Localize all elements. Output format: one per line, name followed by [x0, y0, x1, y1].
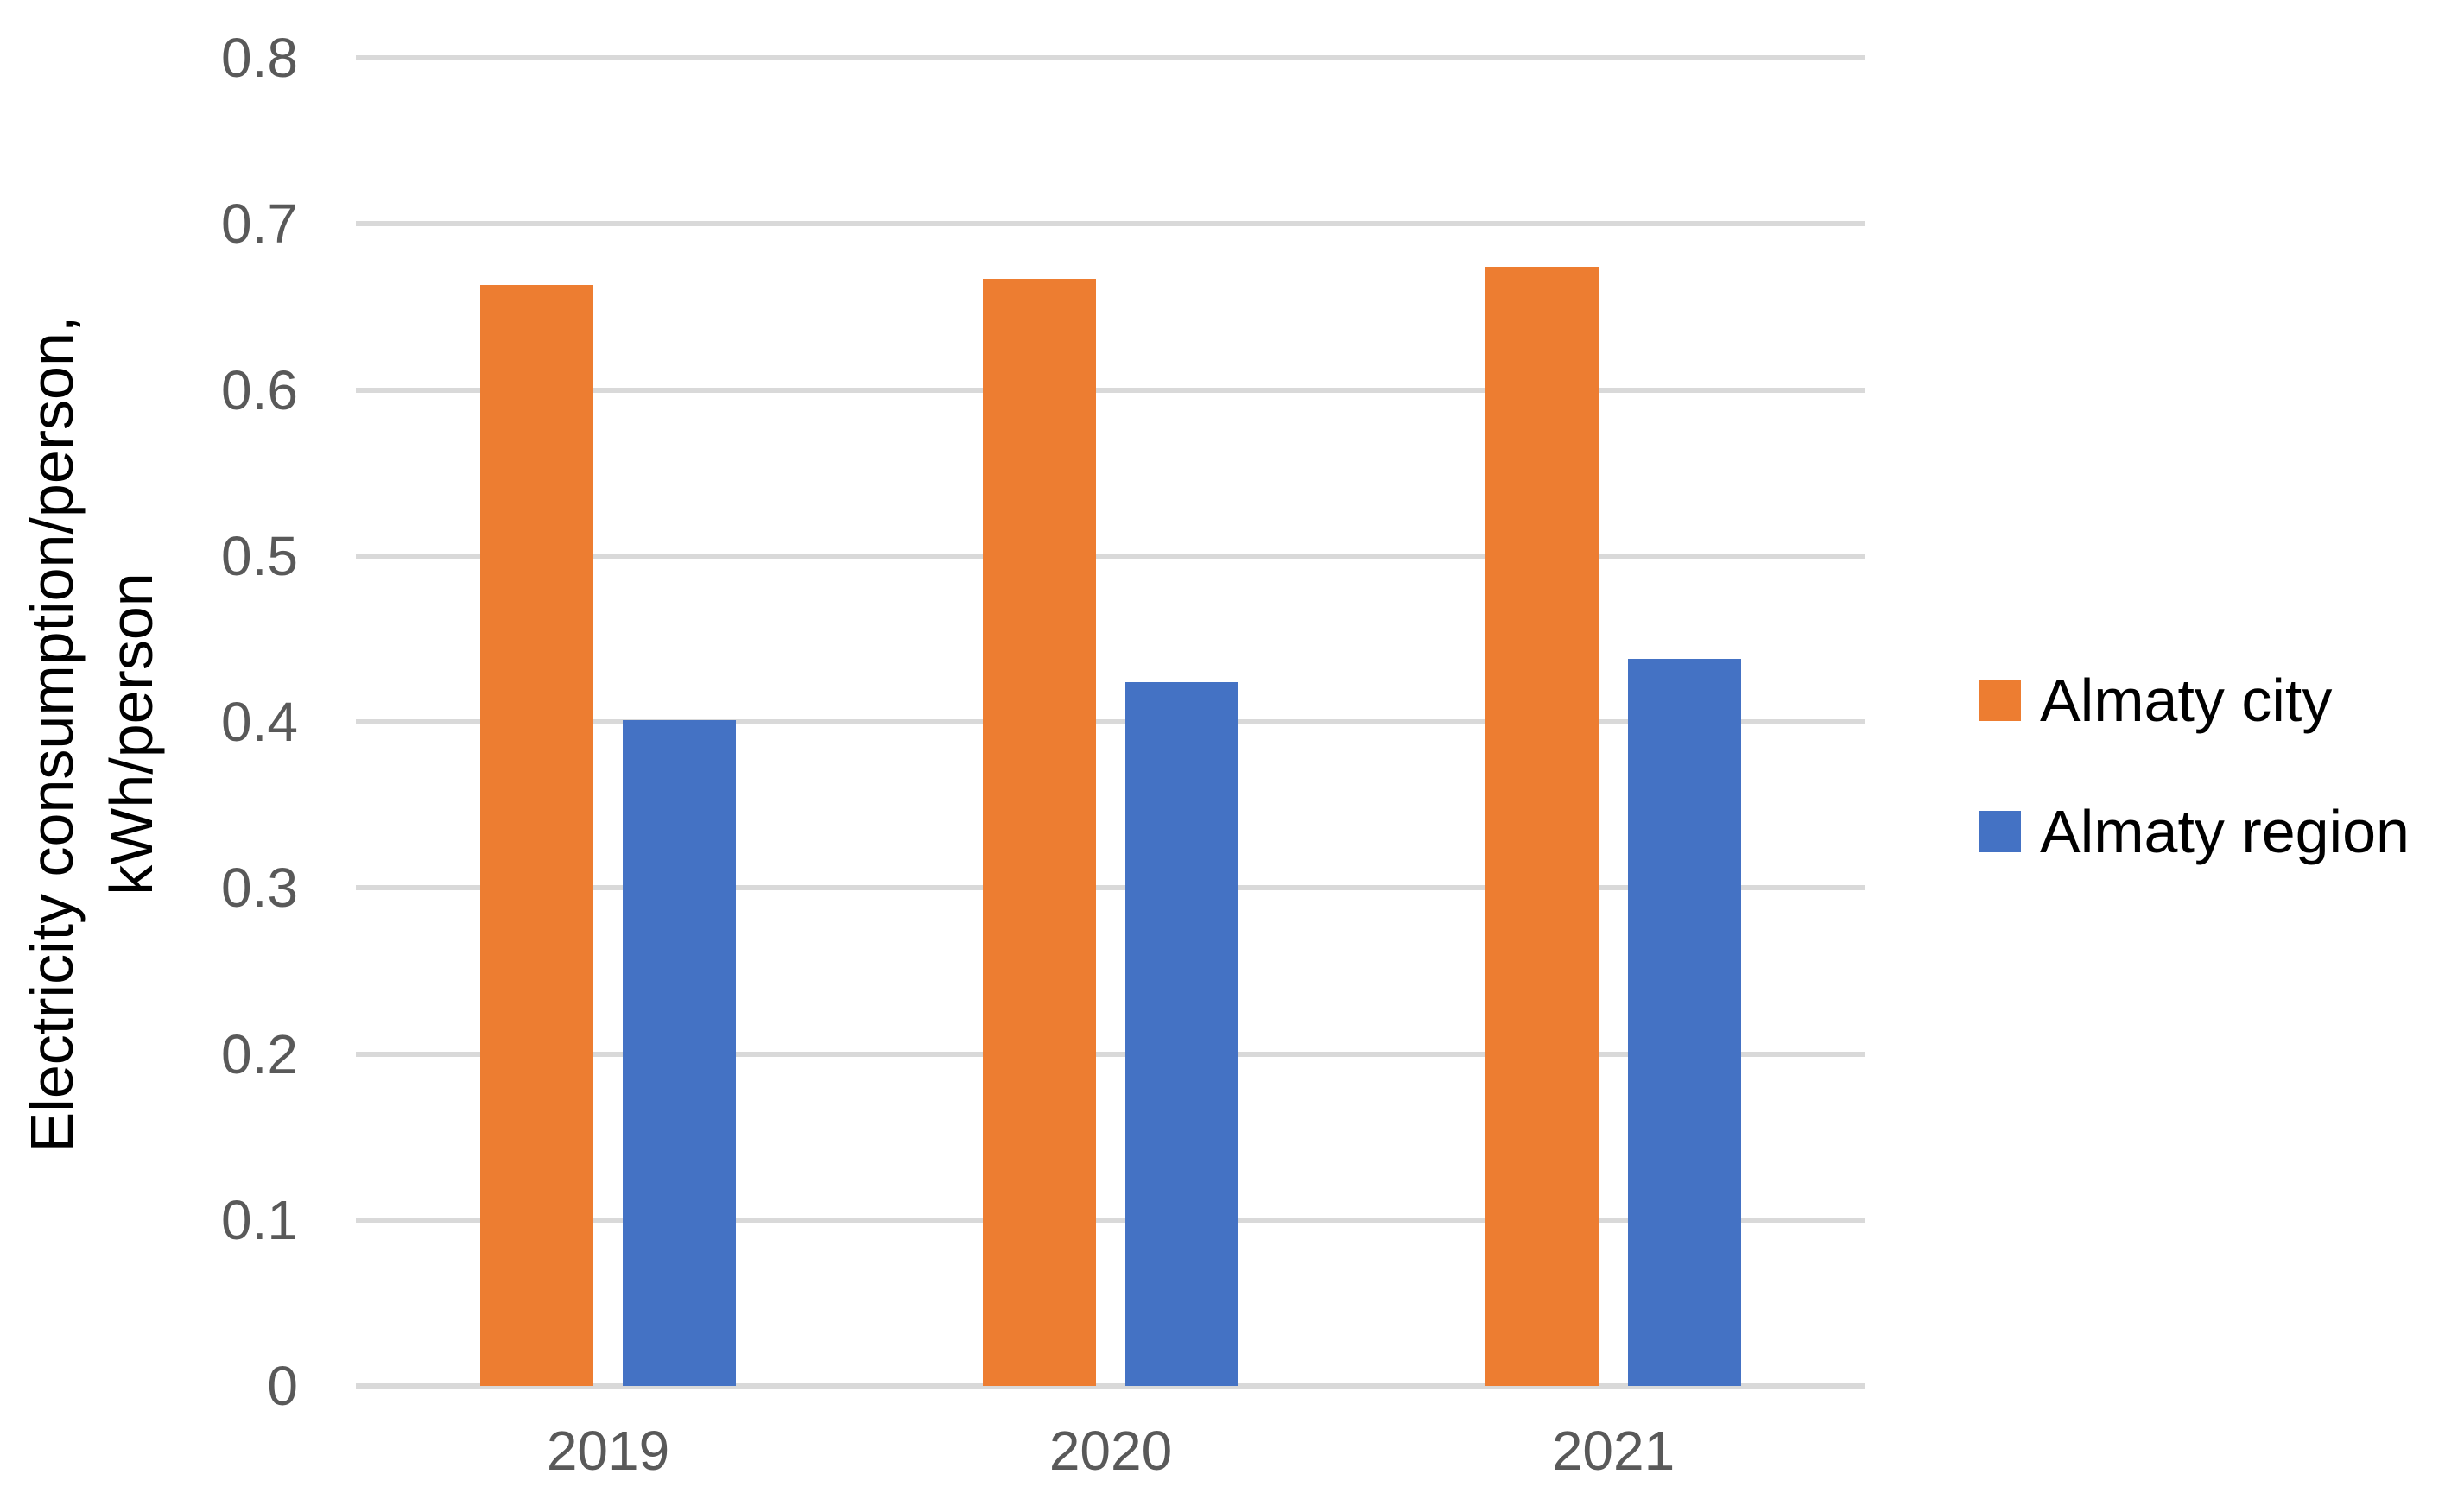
y-axis-title-line1: Electricity consumption/person, [18, 315, 86, 1153]
bar-almaty-city-2019 [480, 285, 593, 1386]
legend-swatch-almaty-city [1979, 680, 2021, 721]
y-tick-label-0.1: 0.1 [221, 1188, 298, 1251]
y-tick-label-0.8: 0.8 [221, 27, 298, 89]
y-tick-label-0.5: 0.5 [221, 524, 298, 587]
gridline [356, 1217, 1865, 1223]
y-tick-label-0: 0 [267, 1355, 298, 1417]
bar-almaty-city-2021 [1485, 267, 1599, 1386]
legend-item-almaty-region: Almaty region [1979, 799, 2410, 864]
y-tick-label-0.6: 0.6 [221, 358, 298, 421]
y-tick-label-0.3: 0.3 [221, 857, 298, 920]
gridline [356, 885, 1865, 891]
legend-label-almaty-region: Almaty region [2040, 798, 2410, 865]
y-tick-label-0.4: 0.4 [221, 691, 298, 753]
gridline [356, 387, 1865, 393]
x-tick-label-2021: 2021 [1551, 1420, 1675, 1482]
plot-area [356, 55, 1865, 1389]
gridline [356, 719, 1865, 724]
gridline [356, 221, 1865, 227]
gridline [356, 1383, 1865, 1389]
gridline [356, 553, 1865, 559]
x-tick-label-2020: 2020 [1048, 1420, 1173, 1482]
gridline [356, 1051, 1865, 1057]
y-tick-label-0.7: 0.7 [221, 193, 298, 256]
legend: Almaty city Almaty region [1979, 667, 2410, 864]
y-tick-label-0.2: 0.2 [221, 1022, 298, 1085]
bar-almaty-city-2020 [983, 278, 1096, 1386]
bar-almaty-region-2019 [623, 720, 736, 1386]
legend-label-almaty-city: Almaty city [2040, 667, 2333, 734]
legend-item-almaty-city: Almaty city [1979, 667, 2410, 733]
x-tick-label-2019: 2019 [546, 1420, 670, 1482]
bar-almaty-region-2020 [1125, 681, 1238, 1386]
bar-almaty-region-2021 [1628, 658, 1741, 1386]
gridline [356, 55, 1865, 60]
legend-swatch-almaty-region [1979, 811, 2021, 852]
